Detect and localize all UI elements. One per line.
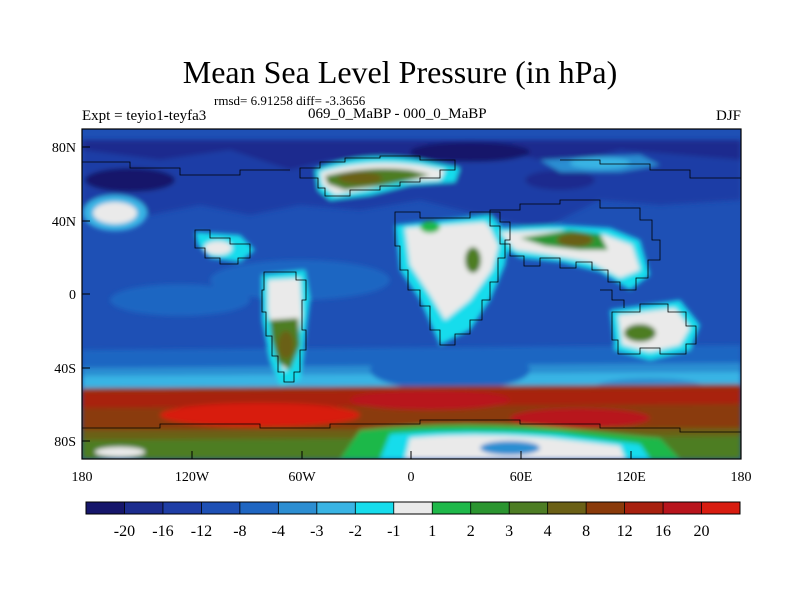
lat-tick-labels: 80N 40N 0 40S 80S	[52, 141, 76, 450]
colorbar-swatch	[586, 502, 625, 514]
colorbar-label: -1	[387, 523, 400, 540]
colorbar-outline	[85, 501, 741, 515]
lat-tick-label: 0	[69, 288, 76, 303]
period-label: 069_0_MaBP - 000_0_MaBP	[308, 106, 487, 122]
colorbar-label: 4	[544, 523, 552, 540]
chart-title: Mean Sea Level Pressure (in hPa)	[182, 54, 618, 90]
colorbar-swatch	[432, 502, 472, 514]
experiment-label: Expt = teyio1-teyfa3	[82, 108, 207, 124]
colorbar: -20 -16 -12 -8 -4 -3 -2 -1 1 2 3 4 8 12 16 20	[85, 501, 741, 540]
colorbar-swatch	[470, 502, 510, 514]
lon-tick-labels: 180 120W 60W 0 60E 120E 180	[72, 470, 752, 485]
colorbar-label: 12	[617, 523, 633, 540]
colorbar-label: 2	[467, 523, 475, 540]
colorbar-label: 8	[582, 523, 590, 540]
colorbar-label: -16	[152, 523, 173, 540]
season-label: DJF	[715, 108, 741, 124]
colorbar-swatch	[547, 502, 587, 514]
colorbar-swatch	[663, 502, 702, 514]
colorbar-label: -20	[114, 523, 135, 540]
lat-tick-label: 40S	[54, 362, 76, 377]
colorbar-label: 1	[428, 523, 436, 540]
colorbar-label: -12	[191, 523, 212, 540]
colorbar-label: -8	[233, 523, 246, 540]
colorbar-swatch	[393, 502, 433, 514]
colorbar-swatch	[239, 502, 279, 514]
lon-tick-label: 60W	[288, 470, 316, 485]
colorbar-label: 20	[694, 523, 710, 540]
colorbar-swatch	[124, 502, 164, 514]
colorbar-swatch	[509, 502, 548, 514]
lat-tick-label: 40N	[52, 215, 76, 230]
colorbar-swatch	[624, 502, 664, 514]
lon-tick-label: 180	[731, 470, 752, 485]
colorbar-swatch	[86, 502, 125, 514]
lon-tick-label: 60E	[510, 470, 533, 485]
lat-tick-label: 80S	[54, 435, 76, 450]
pressure-field	[82, 129, 741, 459]
colorbar-swatch	[355, 502, 395, 514]
lon-tick-label: 120E	[616, 470, 646, 485]
lon-tick-label: 180	[72, 470, 93, 485]
colorbar-label: -2	[349, 523, 362, 540]
map-frame	[81, 128, 742, 460]
lon-tick-label: 0	[408, 470, 415, 485]
lat-tick-label: 80N	[52, 141, 76, 156]
colorbar-label: 16	[655, 523, 671, 540]
colorbar-swatch	[316, 502, 356, 514]
colorbar-swatch	[278, 502, 318, 514]
stats-line: rmsd= 6.91258 diff= -3.3656	[214, 93, 366, 108]
colorbar-label: 3	[505, 523, 513, 540]
colorbar-swatch	[162, 502, 202, 514]
colorbar-swatch	[701, 502, 741, 514]
colorbar-swatch	[201, 502, 241, 514]
colorbar-label: -3	[310, 523, 323, 540]
colorbar-label: -4	[272, 523, 285, 540]
lon-tick-label: 120W	[175, 470, 210, 485]
